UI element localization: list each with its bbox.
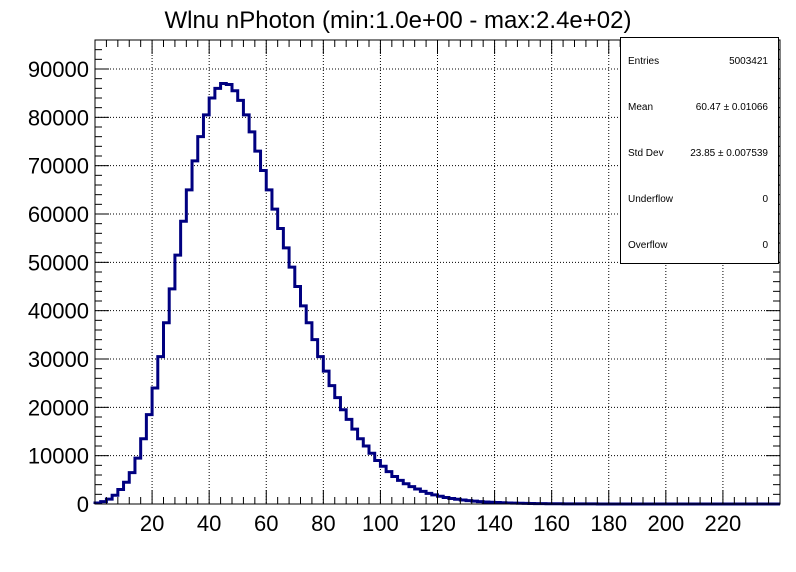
histogram-bin: [221, 84, 227, 505]
stats-row-overflow: Overflow 0: [621, 222, 778, 268]
histogram-bin: [255, 151, 261, 504]
histogram-bin: [301, 306, 307, 504]
stats-mean-label: Mean: [628, 102, 654, 113]
y-tick-label: 70000: [28, 154, 89, 179]
chart-title: Wlnu nPhoton (min:1.0e+00 - max:2.4e+02): [165, 7, 632, 34]
stats-underflow-value: 0: [762, 194, 768, 205]
histogram-bin: [289, 267, 295, 504]
stats-mean-value: 60.47 ± 0.01066: [695, 102, 768, 113]
histogram-bin: [358, 439, 364, 504]
y-tick-label: 80000: [28, 105, 89, 130]
y-tick-label: 40000: [28, 299, 89, 324]
stats-stddev-label: Std Dev: [628, 148, 664, 159]
histogram-bin: [318, 357, 324, 504]
histogram-bin: [226, 84, 232, 504]
stats-underflow-label: Underflow: [628, 194, 674, 205]
y-tick-label: 50000: [28, 250, 89, 275]
stats-box: Entries 5003421 Mean 60.47 ± 0.01066 Std…: [620, 37, 779, 264]
histogram-bin: [295, 287, 301, 505]
x-tick-label: 140: [476, 511, 513, 536]
y-tick-label: 10000: [28, 444, 89, 469]
histogram-bin: [329, 386, 335, 504]
histogram-bin: [203, 115, 209, 504]
x-tick-label: 20: [140, 511, 164, 536]
stats-row-mean: Mean 60.47 ± 0.01066: [621, 84, 778, 130]
stats-row-stddev: Std Dev 23.85 ± 0.007539: [621, 130, 778, 176]
x-tick-label: 40: [197, 511, 221, 536]
y-tick-label: 60000: [28, 202, 89, 227]
histogram-bin: [352, 429, 358, 504]
x-tick-label: 180: [590, 511, 627, 536]
histogram-bin: [283, 248, 289, 504]
histogram-bin: [278, 229, 284, 505]
histogram-bin: [209, 98, 215, 504]
histogram-bins: [95, 84, 683, 505]
stats-overflow-value: 0: [762, 240, 768, 251]
histogram-bin: [312, 340, 318, 504]
histogram-bin: [192, 161, 198, 504]
histogram-bin: [238, 100, 244, 504]
y-tick-label: 30000: [28, 347, 89, 372]
histogram-bin: [186, 190, 192, 504]
histogram-bin: [346, 419, 352, 504]
histogram-bin: [243, 115, 249, 504]
histogram-bin: [272, 209, 278, 504]
x-tick-label: 100: [362, 511, 399, 536]
stats-row-underflow: Underflow 0: [621, 176, 778, 222]
histogram-bin: [232, 91, 238, 504]
histogram-bin: [266, 190, 272, 504]
x-tick-label: 200: [647, 511, 684, 536]
histogram-bin: [340, 410, 346, 504]
histogram-bin: [249, 132, 255, 504]
stats-entries-value: 5003421: [729, 56, 768, 67]
histogram-bin: [306, 323, 312, 504]
stats-row-entries: Entries 5003421: [621, 38, 778, 84]
histogram-bin: [215, 88, 221, 504]
stats-stddev-value: 23.85 ± 0.007539: [690, 148, 768, 159]
histogram-bin: [198, 137, 204, 504]
histogram-bin: [323, 371, 329, 504]
histogram-bin: [261, 171, 267, 505]
y-tick-label: 20000: [28, 395, 89, 420]
y-tick-label: 0: [77, 492, 89, 517]
x-tick-label: 220: [705, 511, 742, 536]
x-tick-label: 60: [254, 511, 278, 536]
x-tick-label: 80: [311, 511, 335, 536]
stats-entries-label: Entries: [628, 56, 660, 67]
x-tick-label: 120: [419, 511, 456, 536]
histogram-bin: [175, 255, 181, 504]
x-tick-label: 160: [533, 511, 570, 536]
histogram-bin: [181, 221, 187, 504]
y-tick-label: 90000: [28, 57, 89, 82]
stats-overflow-label: Overflow: [628, 240, 668, 251]
histogram-bin: [335, 398, 341, 504]
y-axis: 0 10000 20000 30000 40000 50000 60000 70000 8000…: [28, 39, 780, 517]
